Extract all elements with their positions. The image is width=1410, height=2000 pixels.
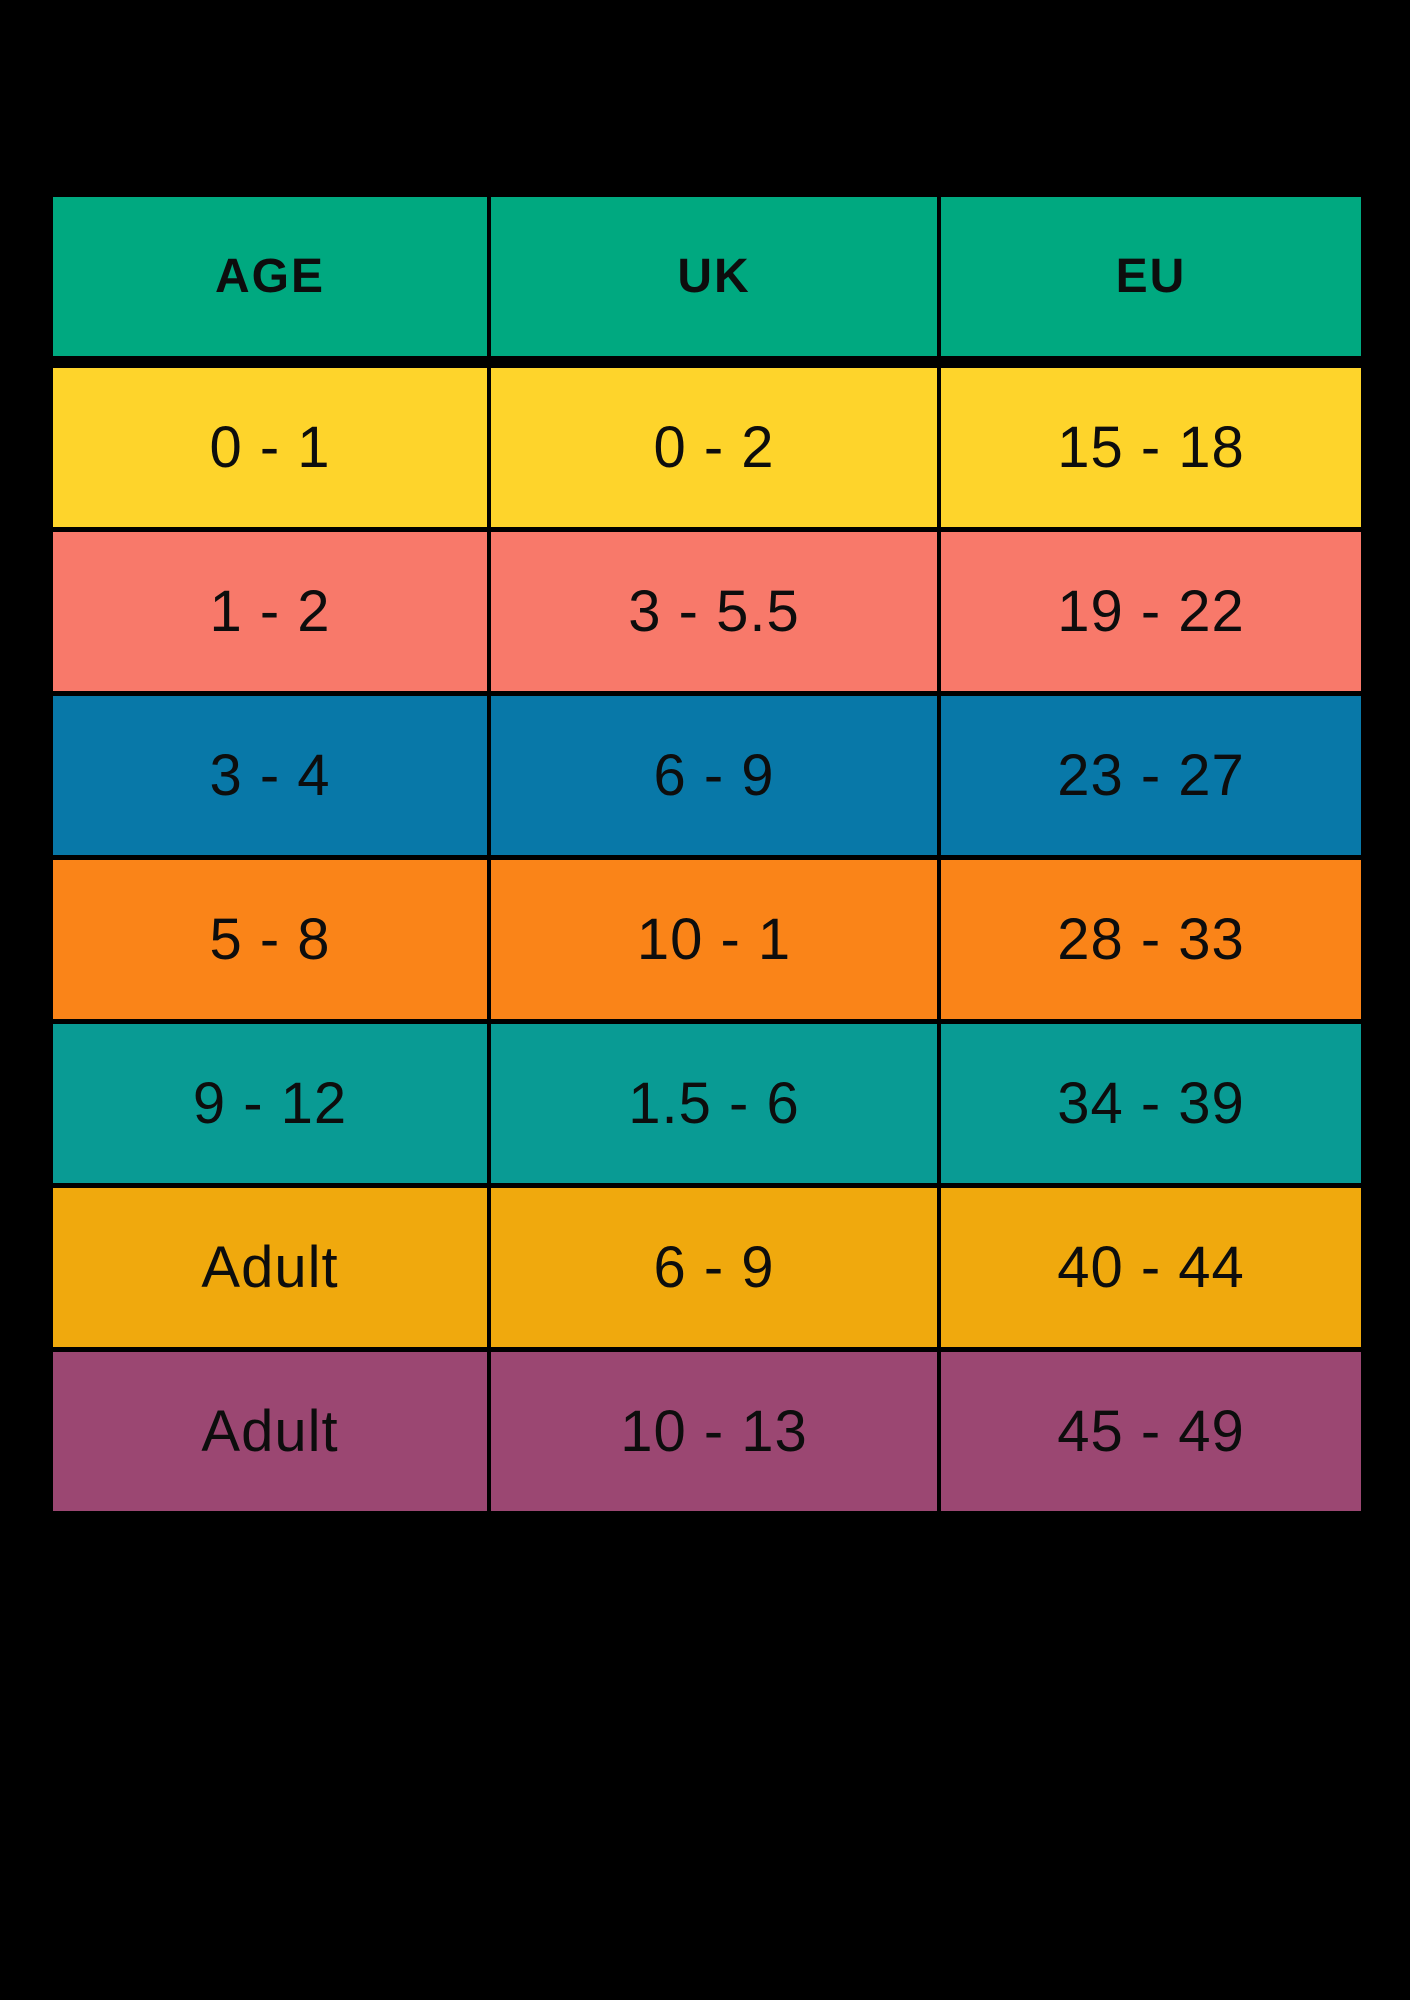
table-header-row: AGE UK EU: [53, 197, 1361, 356]
table-row: 9 - 12 1.5 - 6 34 - 39: [53, 1024, 1361, 1183]
cell-uk: 6 - 9: [491, 696, 937, 855]
table-row: 0 - 1 0 - 2 15 - 18: [53, 368, 1361, 527]
cell-uk: 1.5 - 6: [491, 1024, 937, 1183]
cell-eu: 15 - 18: [941, 368, 1361, 527]
cell-uk: 3 - 5.5: [491, 532, 937, 691]
cell-eu: 40 - 44: [941, 1188, 1361, 1347]
cell-eu: 19 - 22: [941, 532, 1361, 691]
table-row: 5 - 8 10 - 1 28 - 33: [53, 860, 1361, 1019]
cell-eu: 28 - 33: [941, 860, 1361, 1019]
cell-eu: 34 - 39: [941, 1024, 1361, 1183]
cell-eu: 45 - 49: [941, 1352, 1361, 1511]
cell-eu: 23 - 27: [941, 696, 1361, 855]
table-row: Adult 6 - 9 40 - 44: [53, 1188, 1361, 1347]
cell-age: Adult: [53, 1352, 487, 1511]
column-header-age: AGE: [53, 197, 487, 356]
cell-uk: 10 - 1: [491, 860, 937, 1019]
size-conversion-table: AGE UK EU 0 - 1 0 - 2 15 - 18 1 - 2 3 - …: [53, 197, 1361, 1516]
cell-age: 3 - 4: [53, 696, 487, 855]
cell-age: 9 - 12: [53, 1024, 487, 1183]
cell-age: 0 - 1: [53, 368, 487, 527]
table-row: Adult 10 - 13 45 - 49: [53, 1352, 1361, 1511]
cell-uk: 0 - 2: [491, 368, 937, 527]
column-header-uk: UK: [491, 197, 937, 356]
cell-uk: 10 - 13: [491, 1352, 937, 1511]
cell-age: Adult: [53, 1188, 487, 1347]
column-header-eu: EU: [941, 197, 1361, 356]
table-row: 3 - 4 6 - 9 23 - 27: [53, 696, 1361, 855]
cell-age: 5 - 8: [53, 860, 487, 1019]
cell-age: 1 - 2: [53, 532, 487, 691]
table-row: 1 - 2 3 - 5.5 19 - 22: [53, 532, 1361, 691]
cell-uk: 6 - 9: [491, 1188, 937, 1347]
